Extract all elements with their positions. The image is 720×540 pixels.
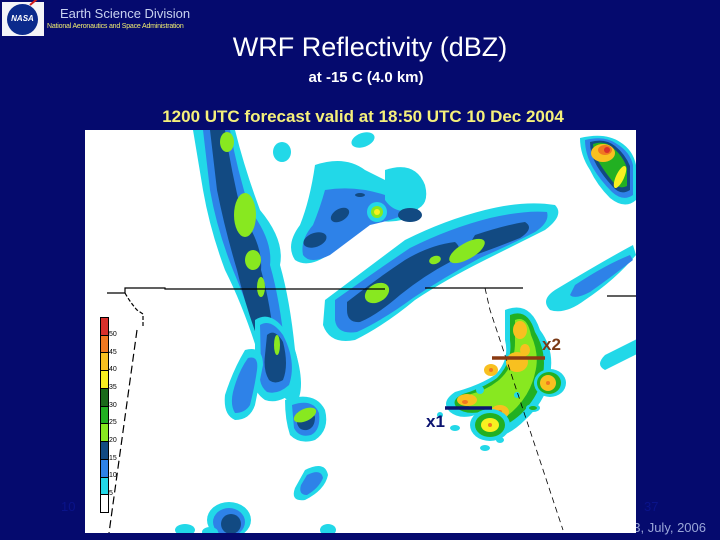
colorbar-tick: 45	[109, 349, 117, 356]
state-boundaries	[107, 287, 636, 533]
colorbar-tick: 30	[109, 402, 117, 409]
colorbar-tick: 40	[109, 366, 117, 373]
slide-number-left: 10	[61, 499, 76, 514]
colorbar-tick: 50	[109, 331, 117, 338]
forecast-caption: 1200 UTC forecast valid at 18:50 UTC 10 …	[162, 107, 564, 126]
footer-date: 13, July, 2006	[626, 520, 706, 535]
division-name: Earth Science Division	[60, 6, 191, 21]
slide-number-right: 37	[644, 499, 659, 514]
colorbar-tick: 10	[109, 472, 117, 479]
nasa-meatball-icon: NASA	[7, 4, 38, 35]
curved-band	[224, 349, 327, 442]
colorbar-tick: 35	[109, 384, 117, 391]
south-band	[253, 316, 299, 402]
slide-title: WRF Reflectivity (dBZ)	[232, 32, 508, 62]
reflectivity-map: 50 45 40 35 30 25 20 15 10 5 x1 x2	[85, 130, 636, 533]
colorbar-tick: 25	[109, 419, 117, 426]
swoosh-icon	[29, 0, 42, 6]
x1-label: x1	[426, 412, 445, 431]
bottom-blobs	[175, 132, 375, 533]
colorbar-tick: 15	[109, 455, 117, 462]
reflectivity-contours	[107, 130, 636, 533]
colorbar-tick: 20	[109, 437, 117, 444]
slide-subtitle: at -15 C (4.0 km)	[308, 69, 424, 86]
x2-label: x2	[542, 335, 561, 354]
convective-cluster	[437, 307, 566, 451]
nasa-logo: NASA	[2, 0, 44, 36]
top-right-cells	[580, 135, 636, 205]
colorbar	[100, 317, 109, 513]
agency-name: National Aeronautics and Space Administr…	[47, 23, 184, 30]
colorbar-labels: 50 45 40 35 30 25 20 15 10 5	[109, 317, 129, 511]
logo-text: NASA	[11, 14, 34, 23]
central-bands	[273, 142, 636, 370]
colorbar-tick: 5	[109, 490, 113, 497]
